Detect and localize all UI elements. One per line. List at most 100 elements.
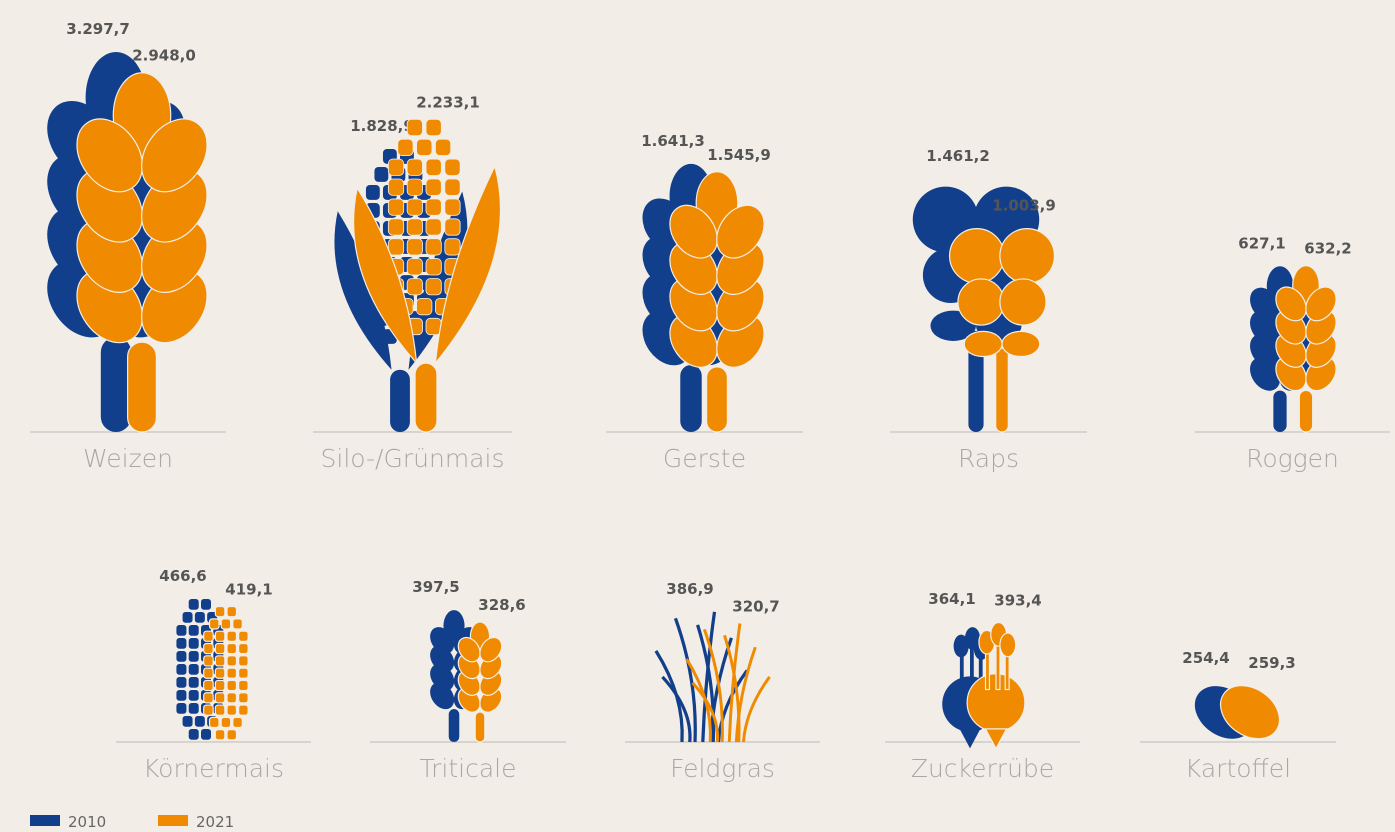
icon-part: [426, 199, 441, 215]
icon-part: [407, 159, 422, 175]
icon-part: [445, 159, 460, 175]
legend-label: 2010: [68, 813, 106, 831]
value-label: 1.641,3: [641, 132, 705, 150]
icon-part: [996, 348, 1009, 432]
icon-part: [445, 219, 460, 235]
icon-part: [204, 693, 213, 703]
icon-part: [1299, 390, 1312, 432]
icon-part: [407, 199, 422, 215]
icon-part: [101, 337, 131, 432]
icon-part: [407, 259, 422, 275]
legend-swatch: [30, 815, 60, 826]
icon-part: [227, 631, 236, 641]
value-label: 1.003,9: [992, 196, 1056, 214]
page: {"chart_data": {"type": "pictogram", "ca…: [0, 0, 1395, 832]
icon-part: [445, 199, 460, 215]
value-label: 1.461,2: [926, 147, 990, 165]
icon-part: [215, 730, 224, 740]
icon-part: [189, 677, 199, 688]
icon-part: [189, 729, 199, 740]
icon-part: [227, 656, 236, 666]
icon-part: [390, 370, 410, 432]
pictogram: [454, 622, 506, 742]
icon-part: [407, 119, 422, 135]
icon-part: [426, 259, 441, 275]
legend-swatch: [158, 815, 188, 826]
value-label: 466,6: [159, 567, 206, 585]
icon-part: [680, 365, 701, 432]
icon-part: [227, 693, 236, 703]
icon-part: [1000, 633, 1016, 657]
icon-part: [445, 179, 460, 195]
icon-part: [204, 656, 213, 666]
icon-part: [964, 331, 1002, 356]
icon-part: [960, 654, 964, 692]
value-label: 1.545,9: [707, 146, 771, 164]
value-label: 2.948,0: [132, 47, 196, 65]
icon-part: [128, 342, 157, 432]
icon-part: [1273, 391, 1286, 432]
icon-part: [176, 690, 186, 701]
icon-part: [407, 239, 422, 255]
icon-part: [189, 651, 199, 662]
icon-part: [227, 607, 236, 617]
icon-part: [176, 638, 186, 649]
icon-part: [227, 730, 236, 740]
icon-part: [986, 650, 990, 689]
value-label: 254,4: [1182, 649, 1229, 667]
pictogram: [1210, 675, 1289, 750]
value-label: 393,4: [994, 591, 1041, 609]
icon-part: [407, 219, 422, 235]
icon-part: [407, 278, 422, 294]
icon-part: [366, 185, 380, 200]
value-label: 386,9: [666, 580, 713, 598]
icon-part: [426, 159, 441, 175]
icon-part: [221, 717, 230, 727]
icon-part: [675, 618, 695, 742]
icon-part: [195, 716, 205, 727]
icon-part: [1000, 279, 1046, 325]
icon-part: [215, 631, 224, 641]
icon-part: [227, 643, 236, 653]
icon-part: [176, 625, 186, 636]
category-label: Silo-/Grünmais: [321, 444, 505, 473]
icon-part: [417, 298, 432, 314]
icon-part: [707, 367, 728, 432]
pictogram: [687, 623, 770, 742]
icon-part: [189, 625, 199, 636]
category-label: Gerste: [663, 444, 746, 473]
icon-part: [1000, 229, 1055, 284]
icon-part: [215, 680, 224, 690]
icon-part: [204, 668, 213, 678]
icon-part: [239, 631, 248, 641]
value-label: 397,5: [412, 578, 459, 596]
icon-part: [415, 363, 437, 432]
value-label: 320,7: [732, 597, 779, 615]
icon-part: [239, 680, 248, 690]
icon-part: [201, 599, 211, 610]
icon-part: [1002, 331, 1040, 356]
icon-part: [426, 179, 441, 195]
icon-part: [445, 239, 460, 255]
icon-part: [388, 219, 403, 235]
icon-part: [233, 717, 242, 727]
icon-part: [239, 643, 248, 653]
icon-part: [221, 619, 230, 629]
value-label: 2.233,1: [416, 93, 480, 111]
icon-part: [417, 139, 432, 155]
icon-part: [233, 619, 242, 629]
icon-part: [426, 278, 441, 294]
icon-part: [204, 680, 213, 690]
icon-part: [176, 664, 186, 675]
icon-part: [388, 199, 403, 215]
icon-part: [176, 651, 186, 662]
legend-label: 2021: [196, 813, 234, 831]
category-label: Triticale: [420, 754, 517, 783]
icon-part: [950, 229, 1005, 284]
value-label: 364,1: [928, 590, 975, 608]
icon-part: [215, 668, 224, 678]
icon-part: [210, 717, 219, 727]
icon-part: [189, 703, 199, 714]
icon-part: [227, 668, 236, 678]
icon-part: [204, 643, 213, 653]
